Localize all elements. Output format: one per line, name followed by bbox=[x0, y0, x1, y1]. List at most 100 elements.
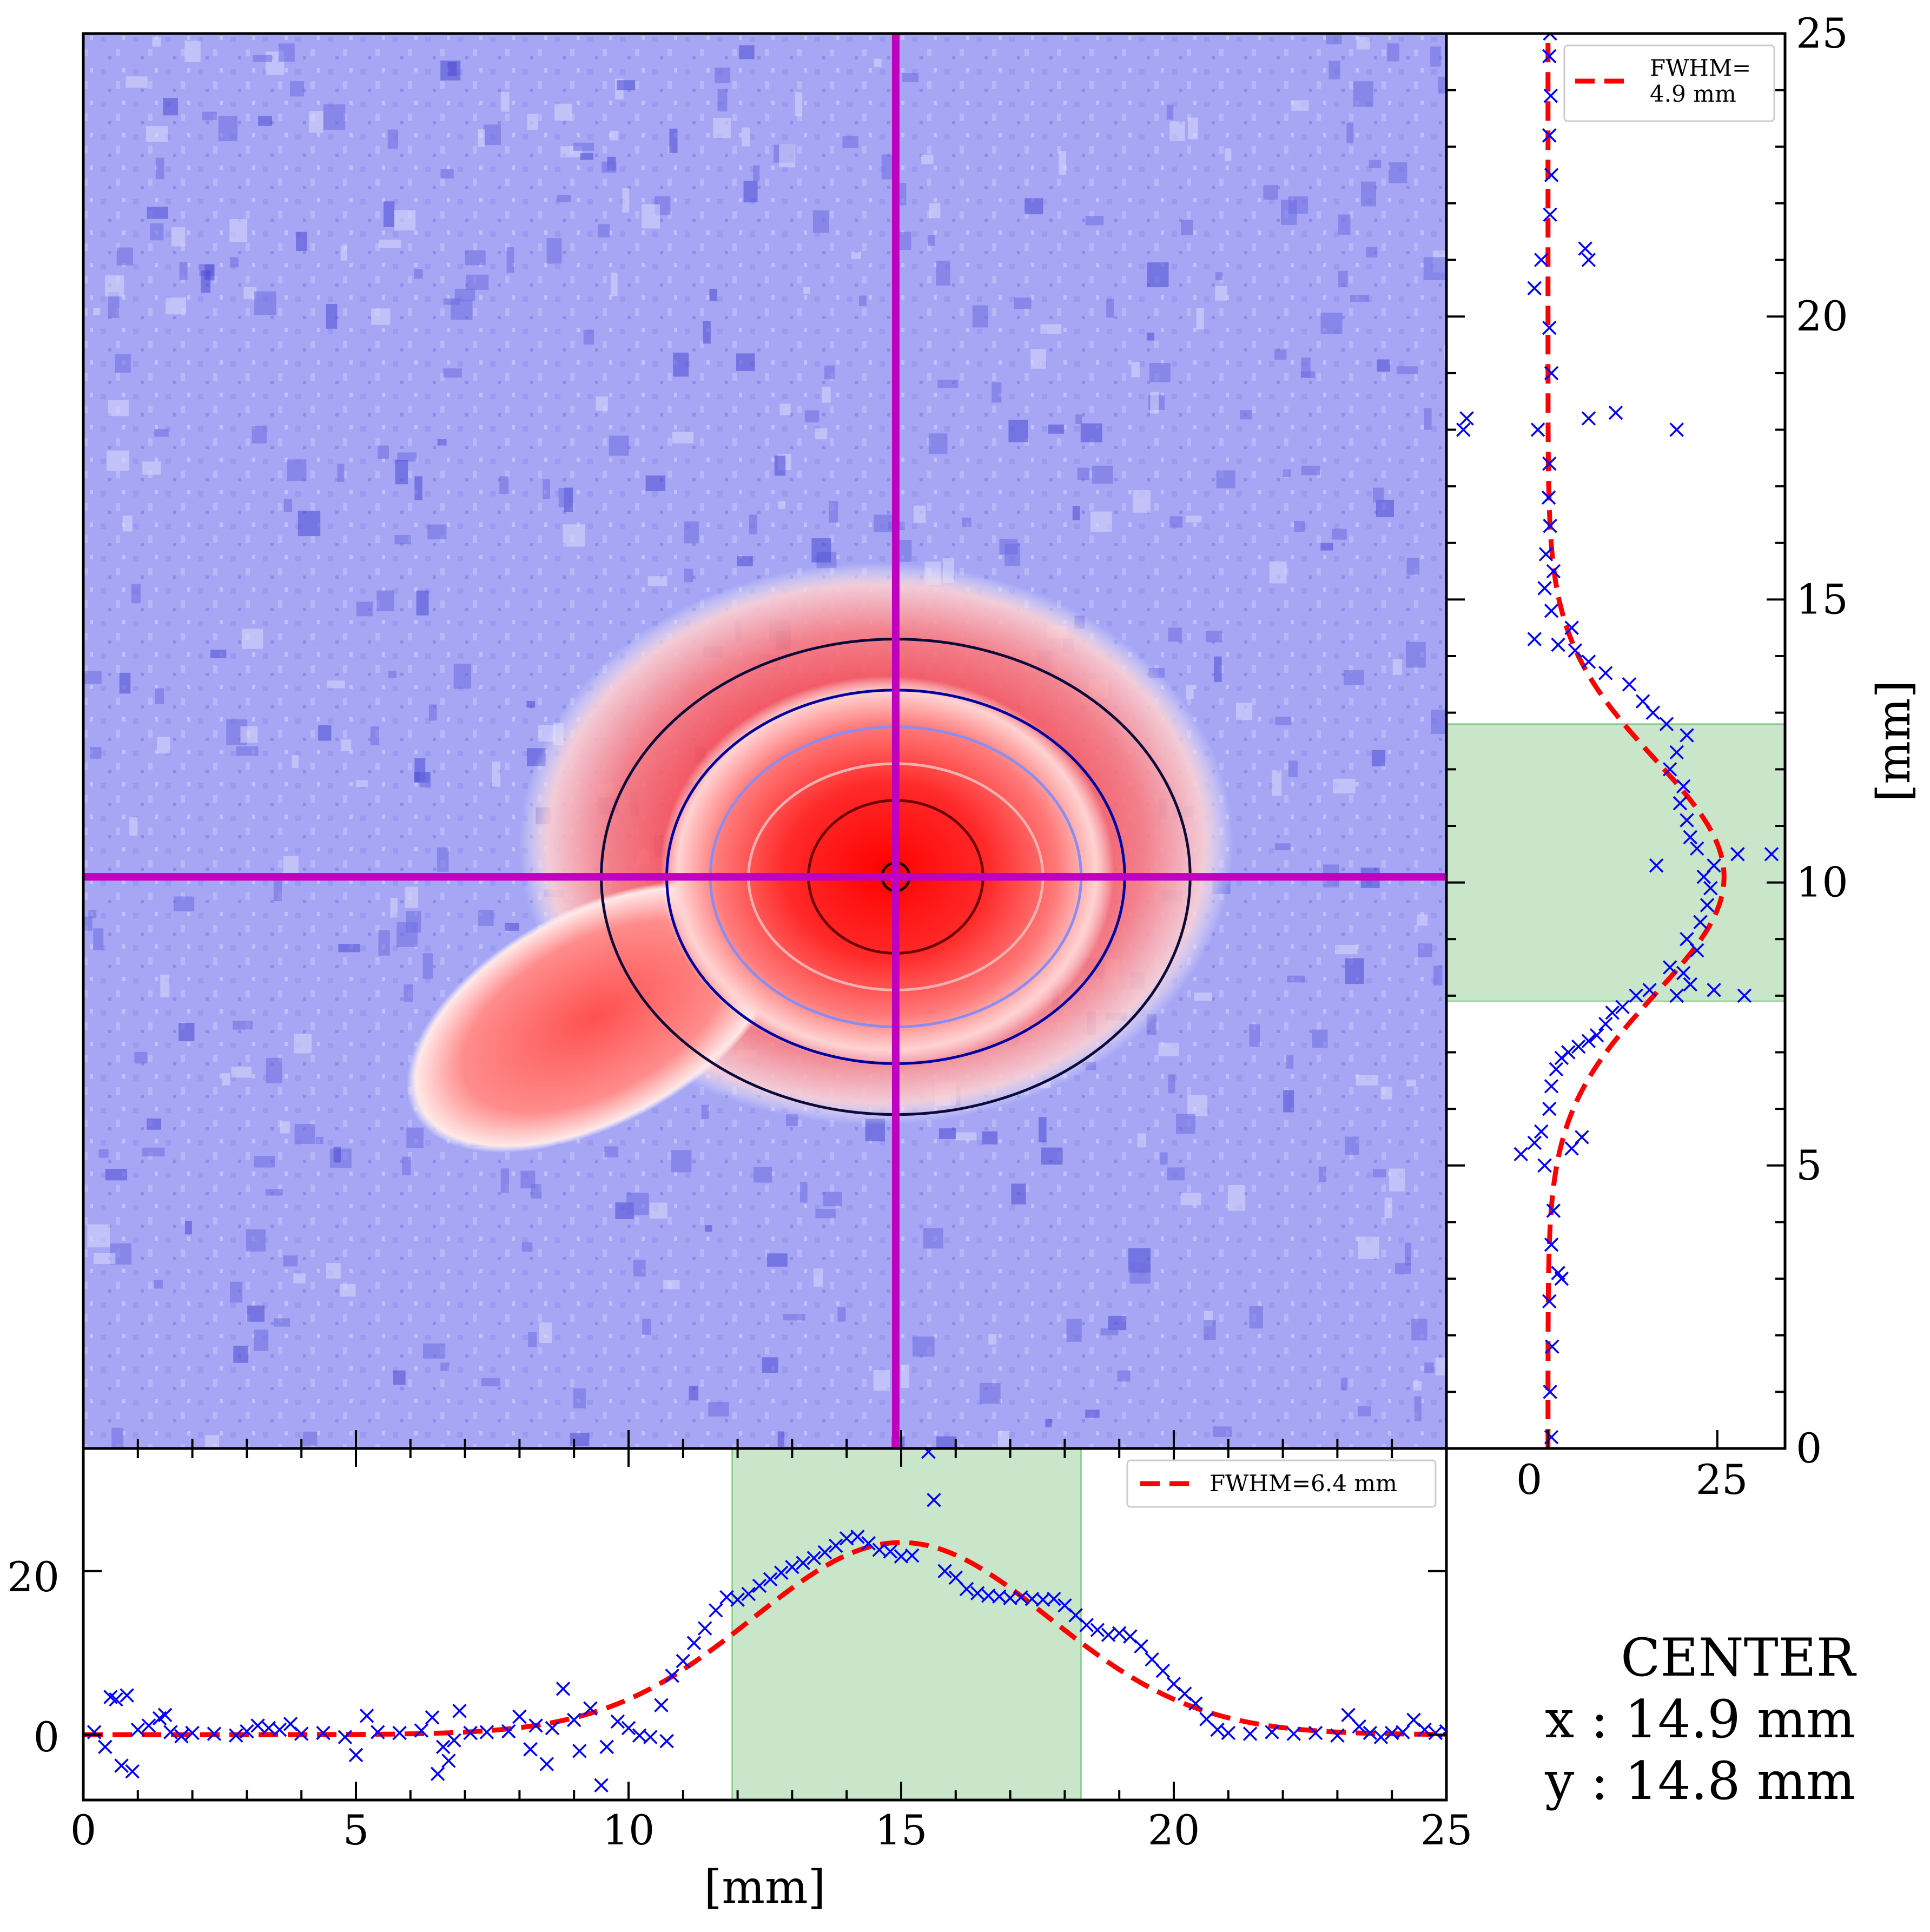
noise-speck bbox=[528, 1332, 537, 1347]
noise-speck bbox=[557, 195, 571, 202]
x-profile-point bbox=[785, 1559, 799, 1574]
noise-speck bbox=[444, 298, 460, 305]
noise-speck bbox=[521, 1242, 533, 1252]
noise-speck bbox=[898, 183, 907, 206]
noise-speck bbox=[1187, 1095, 1208, 1116]
noise-speck bbox=[1346, 122, 1354, 144]
x-shaded-region bbox=[731, 1448, 1082, 1800]
noise-speck bbox=[427, 524, 447, 540]
y-profile-point bbox=[1543, 207, 1557, 222]
x-profile-point bbox=[1384, 1725, 1399, 1741]
y-tick-label: 25 bbox=[1796, 9, 1848, 57]
noise-speck bbox=[254, 1329, 269, 1351]
x-profile-ytick-label-20: 20 bbox=[7, 1553, 60, 1601]
noise-speck bbox=[912, 1336, 935, 1357]
noise-speck bbox=[1384, 1197, 1393, 1219]
noise-speck bbox=[1194, 993, 1212, 1001]
y-profile-point bbox=[1680, 728, 1694, 743]
x-profile-point bbox=[294, 1726, 309, 1741]
noise-speck bbox=[98, 1149, 109, 1158]
y-profile-point bbox=[1530, 422, 1545, 437]
noise-speck bbox=[1215, 272, 1223, 281]
y-profile-frame bbox=[1445, 32, 1787, 1450]
y-profile-point bbox=[1737, 988, 1752, 1003]
x-profile-point bbox=[1341, 1708, 1356, 1723]
noise-speck bbox=[1430, 46, 1441, 67]
noise-speck bbox=[323, 104, 346, 130]
noise-speck bbox=[803, 287, 810, 294]
noise-speck bbox=[125, 76, 148, 88]
noise-speck bbox=[108, 400, 129, 416]
noise-speck bbox=[406, 911, 421, 933]
y-tick-label: 20 bbox=[1796, 292, 1848, 340]
noise-speck bbox=[1438, 76, 1446, 94]
x-legend-box bbox=[1126, 1459, 1437, 1508]
noise-speck bbox=[642, 204, 660, 229]
y-profile-point bbox=[1703, 881, 1718, 896]
noise-speck bbox=[779, 403, 791, 415]
noise-speck bbox=[229, 219, 248, 242]
x-profile-point bbox=[174, 1729, 189, 1744]
y-profile-point bbox=[1605, 1005, 1620, 1020]
x-profile-point bbox=[87, 1725, 102, 1739]
x-profile-panel: 0 5 10 15 20 25 0 20 [mm] FWHM=6.4 mm bbox=[7, 1430, 1472, 1914]
noise-speck bbox=[715, 67, 731, 83]
y-profile-point bbox=[1683, 977, 1697, 992]
y-profile-point bbox=[1680, 813, 1694, 828]
y-profile-point bbox=[1542, 1294, 1557, 1309]
noise-speck bbox=[800, 1182, 808, 1203]
noise-speck bbox=[1417, 914, 1428, 926]
noise-speck bbox=[1435, 1357, 1446, 1376]
x-profile-point bbox=[676, 1653, 691, 1669]
y-profile-point bbox=[1537, 1158, 1552, 1173]
x-profile-point bbox=[921, 1448, 936, 1459]
x-profile-point bbox=[1079, 1618, 1094, 1632]
noise-speck bbox=[419, 771, 431, 788]
noise-speck bbox=[258, 116, 272, 126]
y-profile-point bbox=[1542, 49, 1557, 64]
x-profile-point bbox=[610, 1714, 625, 1729]
noise-speck bbox=[663, 1280, 680, 1289]
noise-speck bbox=[340, 1283, 356, 1297]
x-profile-point bbox=[371, 1725, 385, 1739]
noise-speck bbox=[443, 368, 462, 378]
noise-speck bbox=[543, 479, 550, 500]
y-profile-point bbox=[1707, 983, 1721, 997]
noise-speck bbox=[1025, 198, 1043, 215]
noise-speck bbox=[1286, 1055, 1294, 1069]
noise-speck bbox=[105, 275, 124, 297]
center-x-value: x : 14.9 mm bbox=[1545, 1689, 1855, 1750]
noise-speck bbox=[558, 487, 572, 508]
x-profile-point bbox=[599, 1739, 614, 1754]
y-profile-point bbox=[1564, 620, 1579, 635]
y-profile-point bbox=[1538, 547, 1554, 561]
noise-speck bbox=[1274, 843, 1291, 850]
y-profile-point bbox=[1527, 281, 1542, 296]
noise-speck bbox=[131, 584, 141, 604]
noise-speck bbox=[1326, 35, 1342, 44]
noise-speck bbox=[812, 210, 829, 233]
noise-speck bbox=[580, 153, 594, 160]
noise-speck bbox=[829, 501, 838, 523]
noise-speck bbox=[822, 387, 831, 403]
y-profile-point bbox=[1581, 1034, 1596, 1048]
noise-speck bbox=[1225, 148, 1232, 161]
noise-speck bbox=[105, 1168, 128, 1181]
x-profile-point bbox=[730, 1592, 745, 1607]
noise-speck bbox=[202, 111, 217, 121]
noise-speck bbox=[1263, 185, 1278, 200]
y-profile-point bbox=[1534, 253, 1549, 267]
x-profile-point bbox=[817, 1545, 832, 1560]
noise-speck bbox=[609, 435, 629, 456]
noise-speck bbox=[783, 1314, 805, 1321]
noise-speck bbox=[292, 755, 299, 769]
noise-speck bbox=[1350, 295, 1369, 302]
y-profile-point bbox=[1730, 847, 1745, 862]
y-profile-point bbox=[1693, 915, 1708, 930]
noise-speck bbox=[294, 1034, 312, 1054]
y-profile-point bbox=[1615, 1000, 1630, 1015]
noise-speck bbox=[610, 130, 619, 141]
y-profile-point bbox=[1680, 932, 1694, 947]
x-profile-point bbox=[556, 1682, 571, 1696]
noise-speck bbox=[923, 1228, 943, 1249]
